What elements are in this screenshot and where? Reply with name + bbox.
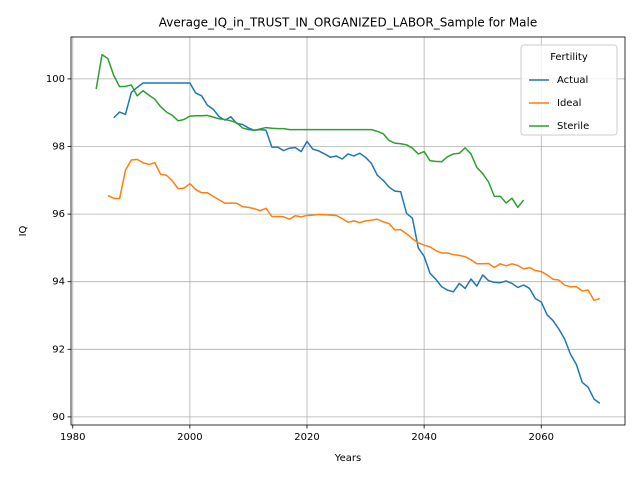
- y-axis-label: IQ: [18, 225, 29, 236]
- legend-label: Sterile: [557, 121, 589, 132]
- chart-title: Average_IQ_in_TRUST_IN_ORGANIZED_LABOR_S…: [159, 16, 538, 30]
- x-tick-label: 2040: [411, 432, 436, 443]
- y-tick-label: 94: [52, 277, 65, 288]
- x-tick-label: 2020: [294, 432, 319, 443]
- y-tick-label: 100: [46, 74, 65, 85]
- x-tick-label: 2060: [529, 432, 554, 443]
- y-tick-label: 98: [52, 142, 65, 153]
- x-tick-label: 1980: [60, 432, 85, 443]
- y-tick-label: 92: [52, 344, 65, 355]
- legend-label: Ideal: [557, 98, 581, 109]
- axes-frame: [70, 36, 626, 426]
- y-tick-label: 96: [52, 209, 65, 220]
- data-line: [107, 158, 601, 302]
- x-tick-label: 2000: [177, 432, 202, 443]
- legend-box: [520, 44, 618, 136]
- legend-title: Fertility: [550, 52, 588, 63]
- y-tick-label: 90: [52, 412, 65, 423]
- data-line: [113, 82, 601, 404]
- x-axis-label: Years: [334, 453, 361, 464]
- legend-label: Actual: [557, 75, 588, 86]
- data-line: [95, 53, 525, 209]
